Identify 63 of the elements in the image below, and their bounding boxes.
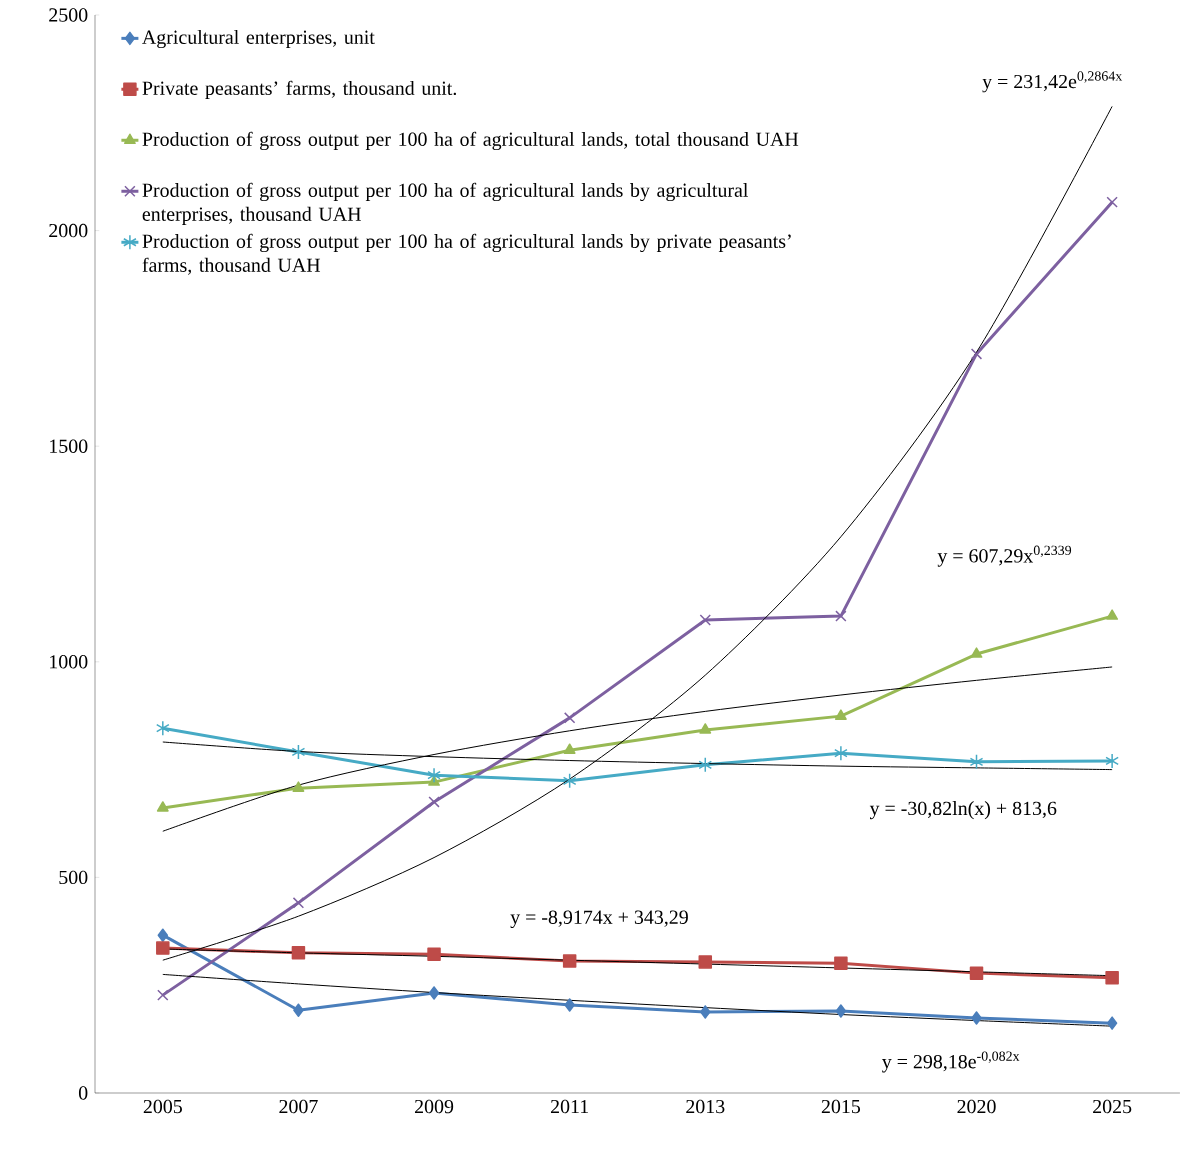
annotation: y = 607,29x$^{0,2339}$ [937,545,1072,567]
point [427,947,441,961]
point [427,767,441,783]
point [291,946,306,960]
x-tick-label: 2015 [821,1099,861,1114]
y-tick-label: 0 [78,1086,88,1100]
point [428,796,440,808]
point [564,998,575,1012]
point [835,610,847,622]
point [834,709,847,720]
point [834,745,848,761]
y-tick-label: 1500 [50,439,88,453]
point [157,989,169,1001]
point [699,723,712,734]
x-tick-label: 2020 [957,1099,996,1114]
point [1105,971,1119,985]
legend-label: Production of gross output per 100 ha of agricultural lands by private peasants’ farms, thousand UAH [142,233,791,275]
y-tick-label: 500 [59,870,88,885]
annotation: y = 231,42e$^{0,2864x}$ [982,71,1123,93]
point [428,986,440,1000]
x-tick-label: 2009 [414,1099,454,1114]
y-tick-label: 2500 [49,8,88,22]
legend-label: Production of gross output per 100 ha of agricultural lands, total thousand UAH [142,131,799,151]
y-tick-label: 2000 [49,223,88,238]
point [156,941,170,955]
point [1106,609,1119,620]
legend-label: Production of gross output per 100 ha of agricultural lands by agricultural enterprises, thousand UAH [142,182,749,225]
x-tick-label: 2011 [550,1099,589,1114]
point [563,712,576,724]
legend-label: Agricultural enterprises, unit [142,29,375,49]
point [1106,1016,1118,1030]
x-tick-label: 2013 [686,1099,725,1114]
annotation: y = -8,9174x + 343,29 [510,910,688,928]
y-tick-label: 1000 [50,655,88,669]
point [293,1003,304,1017]
point [156,720,170,736]
point [1105,753,1119,769]
point [157,928,169,942]
point [835,1004,847,1018]
x-tick-label: 2005 [143,1099,182,1114]
x-tick-label: 2007 [279,1099,318,1114]
point [971,1011,982,1025]
point [699,614,711,626]
point [563,743,576,754]
point [970,647,983,658]
point [698,757,713,773]
point [700,1005,711,1019]
annotation: y = -30,82ln(x) + 813,6 [869,801,1057,820]
point [562,954,577,968]
point [969,966,984,980]
legend-label: Private peasants’ farms, thousand unit. [142,80,457,100]
point [292,897,305,909]
point [1106,196,1118,208]
point [698,955,713,969]
point [291,744,306,760]
annotation: y = 298,18e$^{-0,082x}$ [882,1051,1020,1073]
point [834,956,848,970]
point [156,801,169,812]
point [292,781,305,792]
point [562,773,577,789]
point [969,754,984,770]
point [970,348,983,360]
x-tick-label: 2025 [1093,1099,1132,1114]
